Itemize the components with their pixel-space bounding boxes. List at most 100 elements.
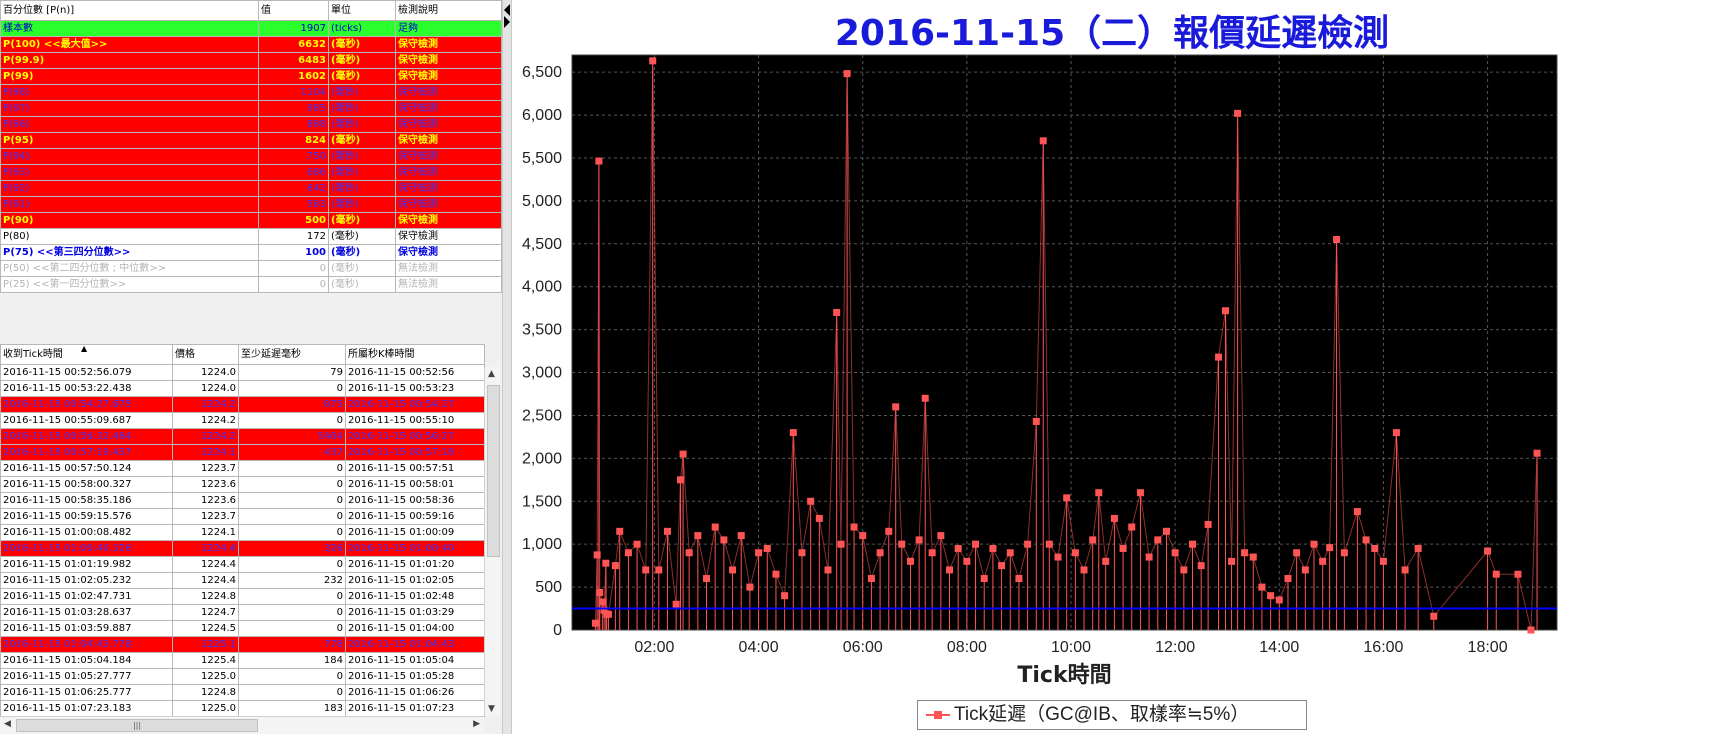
tick-row[interactable]: 2016-11-15 01:02:05.232 1224.4 232 2016-11-… — [0, 572, 485, 589]
percentile-label: P(95) — [0, 132, 259, 149]
latency-point — [1319, 557, 1327, 565]
collapse-left-icon[interactable] — [504, 4, 510, 16]
percentile-row[interactable]: P(95) 824 (毫秒) 保守檢測 — [0, 132, 502, 149]
col-header-kbar-time[interactable]: 所屬秒K棒時間 — [345, 344, 485, 365]
sort-ascending-icon: ▲ — [81, 344, 88, 354]
col-header-tick-time-label: 收到Tick時間 — [3, 349, 63, 360]
plot-area — [572, 55, 1557, 630]
y-tick-label: 4,000 — [522, 279, 562, 296]
tick-row[interactable]: 2016-11-15 01:07:23.183 1225.0 183 2016-11-… — [0, 700, 485, 717]
percentile-row[interactable]: P(75) <<第三四分位數>> 100 (毫秒) 保守檢測 — [0, 244, 502, 261]
percentile-row[interactable]: P(92) 642 (毫秒) 保守檢測 — [0, 180, 502, 197]
tick-price: 1224.1 — [172, 444, 239, 461]
tick-row[interactable]: 2016-11-15 01:03:59.887 1224.5 0 2016-11-15… — [0, 620, 485, 637]
col-header-percentile[interactable]: 百分位數 [P(n)] — [0, 0, 259, 21]
latency-point — [906, 557, 914, 565]
percentile-value: 824 — [258, 132, 329, 149]
percentile-label: P(50) <<第二四分位數 ; 中位數>> — [0, 260, 259, 277]
percentile-row[interactable]: P(93) 686 (毫秒) 保守檢測 — [0, 164, 502, 181]
tick-delay: 0 — [238, 604, 346, 621]
latency-point — [1362, 536, 1370, 544]
collapse-right-icon[interactable] — [504, 16, 510, 28]
tick-delay: 875 — [238, 396, 346, 413]
col-header-value[interactable]: 值 — [258, 0, 329, 21]
col-header-price[interactable]: 價格 — [172, 344, 239, 365]
vertical-scrollbar[interactable]: ▲ ▼ — [484, 367, 500, 716]
percentile-label: P(92) — [0, 180, 259, 197]
percentile-row[interactable]: P(25) <<第一四分位數>> 0 (毫秒) 無法檢測 — [0, 276, 502, 293]
tick-price: 1224.8 — [172, 684, 239, 701]
col-header-description[interactable]: 檢測說明 — [395, 0, 502, 21]
tick-row[interactable]: 2016-11-15 01:01:19.982 1224.4 0 2016-11-15… — [0, 556, 485, 573]
tick-row[interactable]: 2016-11-15 01:05:27.777 1225.0 0 2016-11-15… — [0, 668, 485, 685]
percentile-value: 1104 — [258, 84, 329, 101]
percentile-row[interactable]: P(98) 1104 (毫秒) 保守檢測 — [0, 84, 502, 101]
vertical-scroll-thumb[interactable] — [487, 385, 500, 557]
tick-row[interactable]: 2016-11-15 00:53:22.438 1224.0 0 2016-11-15… — [0, 380, 485, 397]
percentile-row[interactable]: P(99.9) 6483 (毫秒) 保守檢測 — [0, 52, 502, 69]
horizontal-scrollbar[interactable]: ◀ ||| ▶ — [0, 716, 484, 733]
col-header-tick-time[interactable]: 收到Tick時間 ▲ — [0, 344, 173, 365]
percentile-row[interactable]: P(100) <<最大值>> 6632 (毫秒) 保守檢測 — [0, 36, 502, 53]
tick-price: 1224.0 — [172, 364, 239, 381]
latency-point — [1006, 549, 1014, 557]
scroll-down-icon[interactable]: ▼ — [488, 704, 495, 714]
legend-swatch-icon — [926, 710, 950, 720]
horizontal-scroll-thumb[interactable]: ||| — [16, 719, 258, 732]
tick-row[interactable]: 2016-11-15 00:57:50.124 1223.7 0 2016-11-15… — [0, 460, 485, 477]
percentile-row[interactable]: P(91) 583 (毫秒) 保守檢測 — [0, 196, 502, 213]
latency-point — [1039, 137, 1047, 145]
latency-point — [859, 532, 867, 540]
tick-row[interactable]: 2016-11-15 01:03:28.637 1224.7 0 2016-11-15… — [0, 604, 485, 621]
percentile-row[interactable]: P(99) 1602 (毫秒) 保守檢測 — [0, 68, 502, 85]
latency-point — [824, 566, 832, 574]
tick-row[interactable]: 2016-11-15 00:54:27.875 1224.2 875 2016-11-… — [0, 396, 485, 413]
x-tick-label: 06:00 — [843, 639, 883, 656]
tick-time: 2016-11-15 01:02:47.731 — [0, 588, 173, 605]
col-header-unit[interactable]: 單位 — [328, 0, 396, 21]
tick-delay: 0 — [238, 508, 346, 525]
tick-row[interactable]: 2016-11-15 01:00:40.326 1224.4 326 2016-11-… — [0, 540, 485, 557]
percentile-row[interactable]: P(50) <<第二四分位數 ; 中位數>> 0 (毫秒) 無法檢測 — [0, 260, 502, 277]
percentile-row[interactable]: P(80) 172 (毫秒) 保守檢測 — [0, 228, 502, 245]
latency-point — [746, 583, 754, 591]
tick-row[interactable]: 2016-11-15 00:58:00.327 1223.6 0 2016-11-15… — [0, 476, 485, 493]
percentile-value: 6632 — [258, 36, 329, 53]
tick-row[interactable]: 2016-11-15 01:04:43.778 1225.1 778 2016-11-… — [0, 636, 485, 653]
tick-row[interactable]: 2016-11-15 01:06:25.777 1224.8 0 2016-11-15… — [0, 684, 485, 701]
percentile-unit: (毫秒) — [328, 260, 396, 277]
latency-point — [850, 523, 858, 531]
percentile-row[interactable]: P(97) 985 (毫秒) 保守檢測 — [0, 100, 502, 117]
tick-row[interactable]: 2016-11-15 00:52:56.079 1224.0 79 2016-11-1… — [0, 364, 485, 381]
tick-price: 1224.2 — [172, 396, 239, 413]
percentile-row[interactable]: P(96) 888 (毫秒) 保守檢測 — [0, 116, 502, 133]
tick-row[interactable]: 2016-11-15 01:02:47.731 1224.8 0 2016-11-15… — [0, 588, 485, 605]
percentile-row[interactable]: 樣本數 1907 (ticks) 足夠 — [0, 20, 502, 37]
latency-point — [1228, 557, 1236, 565]
y-tick-label: 2,000 — [522, 450, 562, 467]
scroll-right-icon[interactable]: ▶ — [473, 719, 480, 729]
tick-row[interactable]: 2016-11-15 01:00:08.482 1224.1 0 2016-11-15… — [0, 524, 485, 541]
tick-row[interactable]: 2016-11-15 00:57:19.437 1224.1 437 2016-11-… — [0, 444, 485, 461]
latency-point — [720, 536, 728, 544]
percentile-row[interactable]: P(90) 500 (毫秒) 保守檢測 — [0, 212, 502, 229]
tick-time: 2016-11-15 00:54:27.875 — [0, 396, 173, 413]
tick-row[interactable]: 2016-11-15 00:55:09.687 1224.2 0 2016-11-15… — [0, 412, 485, 429]
tick-price: 1224.8 — [172, 588, 239, 605]
plot-border — [571, 54, 1558, 631]
tick-row[interactable]: 2016-11-15 00:58:35.186 1223.6 0 2016-11-15… — [0, 492, 485, 509]
tick-row[interactable]: 2016-11-15 00:59:15.576 1223.7 0 2016-11-15… — [0, 508, 485, 525]
tick-row[interactable]: 2016-11-15 00:56:32.464 1224.2 5464 2016-11… — [0, 428, 485, 445]
panel-splitter[interactable] — [502, 0, 512, 734]
percentile-description: 保守檢測 — [395, 52, 502, 69]
latency-point — [980, 575, 988, 583]
percentile-description: 保守檢測 — [395, 100, 502, 117]
tick-row[interactable]: 2016-11-15 01:05:04.184 1225.4 184 2016-11-… — [0, 652, 485, 669]
percentile-row[interactable]: P(94) 750 (毫秒) 保守檢測 — [0, 148, 502, 165]
scroll-left-icon[interactable]: ◀ — [4, 719, 11, 729]
latency-point — [1032, 417, 1040, 425]
scroll-up-icon[interactable]: ▲ — [488, 369, 495, 379]
latency-point — [729, 566, 737, 574]
tick-delay: 0 — [238, 588, 346, 605]
col-header-delay[interactable]: 至少延遲毫秒 — [238, 344, 346, 365]
